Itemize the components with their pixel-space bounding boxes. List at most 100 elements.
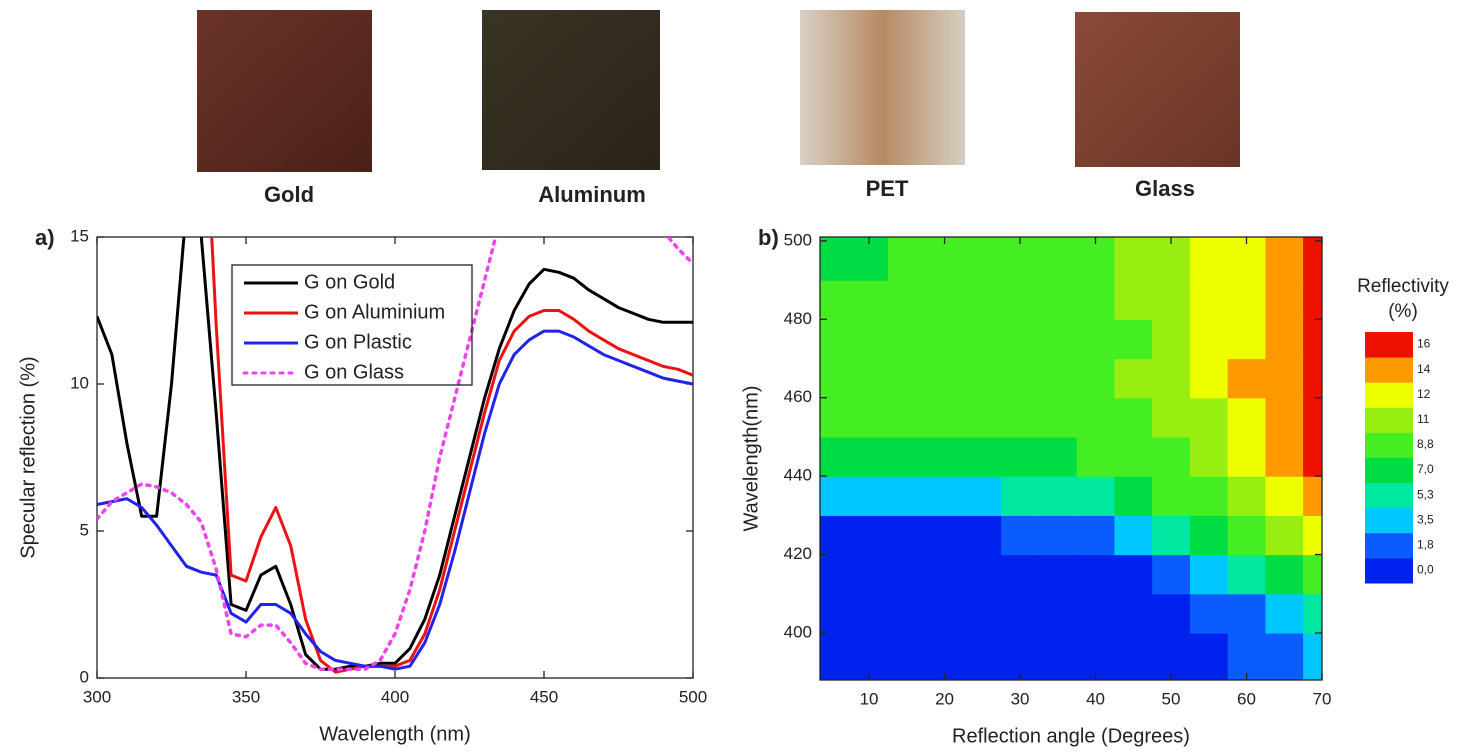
plot-frame	[819, 236, 1323, 681]
contour-cell	[1265, 593, 1304, 634]
y-tick-label: 460	[784, 387, 812, 406]
contour-cell	[1227, 436, 1266, 477]
contour-cell	[963, 280, 1002, 320]
contour-cell	[820, 515, 851, 556]
contour-cell	[1303, 593, 1322, 634]
contour-cell	[1038, 358, 1078, 399]
contour-cell	[820, 476, 851, 516]
contour-cell	[850, 397, 889, 438]
contour-cell	[1265, 397, 1304, 438]
contour-cell	[1189, 319, 1229, 360]
contour-cell	[1001, 280, 1040, 320]
contour-cell	[850, 632, 889, 680]
contour-cell	[1076, 632, 1116, 680]
contour-cell	[887, 632, 927, 680]
contour-cell	[887, 397, 927, 438]
contour-cell	[963, 237, 1002, 281]
colorbar-band	[1365, 557, 1413, 584]
contour-cell	[1303, 358, 1322, 399]
contour-cell	[1038, 515, 1078, 556]
y-tick-label: 500	[784, 230, 812, 249]
contour-cell	[963, 476, 1002, 516]
contour-cell	[1227, 515, 1266, 556]
y-axis-label: Specular reflection (%)	[17, 356, 39, 558]
contour-cell	[850, 554, 889, 595]
contour-cell	[1001, 593, 1040, 634]
contour-cell	[1189, 280, 1229, 320]
x-tick-label: 350	[232, 687, 260, 706]
contour-cell	[1038, 397, 1078, 438]
contour-cell	[887, 554, 927, 595]
series-line	[97, 237, 693, 671]
contour-cell	[1227, 319, 1266, 360]
contour-cell	[1152, 397, 1191, 438]
contour-cell	[925, 632, 965, 680]
contour-cell	[1038, 476, 1078, 516]
contour-cell	[1152, 515, 1191, 556]
contour-cell	[1114, 397, 1153, 438]
contour-cell	[1076, 237, 1116, 281]
contour-cell	[887, 436, 927, 477]
contour-cell	[925, 554, 965, 595]
contour-cell	[820, 632, 851, 680]
contour-cell	[925, 436, 965, 477]
contour-cell	[887, 476, 927, 516]
contour-cell	[820, 280, 851, 320]
contour-cell	[850, 237, 889, 281]
legend-label: G on Glass	[304, 361, 404, 383]
contour-cell	[1076, 436, 1116, 477]
x-axis-label: Reflection angle (Degrees)	[952, 725, 1190, 747]
contour-cell	[1189, 397, 1229, 438]
contour-cell	[820, 358, 851, 399]
contour-cell	[1001, 554, 1040, 595]
contour-cell	[963, 319, 1002, 360]
series-line	[97, 329, 693, 671]
contour-cell	[925, 358, 965, 399]
contour-cell	[1152, 554, 1191, 595]
colorbar-band	[1365, 482, 1413, 509]
legend-frame	[231, 264, 473, 386]
contour-cell	[887, 358, 927, 399]
contour-cell	[1189, 632, 1229, 680]
contour-cell	[1001, 515, 1040, 556]
contour-cell	[1152, 280, 1191, 320]
x-tick-label: 450	[530, 687, 558, 706]
contour-cell	[1303, 476, 1322, 516]
contour-cell	[1114, 554, 1153, 595]
contour-cell	[1114, 319, 1153, 360]
plot-lines	[97, 237, 693, 674]
contour-cell	[1114, 436, 1153, 477]
contour-cell	[1038, 436, 1078, 477]
x-tick-label: 400	[381, 687, 409, 706]
colorbar-label: 3,5	[1417, 512, 1434, 526]
contour-cell	[1227, 280, 1266, 320]
contour-cell	[820, 319, 851, 360]
contour-cell	[1038, 237, 1078, 281]
contour-cell	[1114, 280, 1153, 320]
contour-cell	[963, 632, 1002, 680]
contour-cell	[1001, 237, 1040, 281]
x-tick-label: 60	[1237, 689, 1256, 708]
x-axis-label: Wavelength (nm)	[319, 723, 471, 745]
x-tick-label: 30	[1011, 689, 1030, 708]
contour-cell	[1265, 280, 1304, 320]
photo	[800, 10, 965, 165]
contour-cell	[850, 358, 889, 399]
contour-cell	[963, 515, 1002, 556]
contour-cell	[925, 319, 965, 360]
contour-cell	[1114, 476, 1153, 516]
contour-cell	[1152, 476, 1191, 516]
colorbar-label: 16	[1417, 337, 1431, 351]
contour-cell	[887, 237, 927, 281]
colorbar-band	[1365, 532, 1413, 559]
contour-cell	[1189, 554, 1229, 595]
contour-cell	[820, 554, 851, 595]
photo	[197, 10, 372, 172]
y-tick-label: 440	[784, 466, 812, 485]
contour-cell	[925, 476, 965, 516]
contour-cell	[1265, 632, 1304, 680]
contour-cell	[820, 436, 851, 477]
contour-cell	[925, 280, 965, 320]
contour-cell	[1152, 319, 1191, 360]
y-axis-label: Wavelength(nm)	[740, 386, 762, 532]
